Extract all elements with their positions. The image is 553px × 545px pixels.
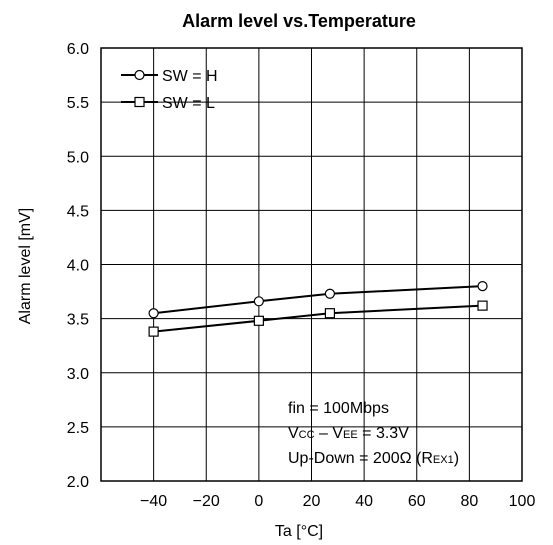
x-tick-label: 60 <box>408 493 426 510</box>
square-marker <box>148 326 159 337</box>
square-marker <box>324 308 336 319</box>
legend-label: SW = H <box>162 68 218 85</box>
series-layer <box>148 281 488 337</box>
y-tick-label: 2.5 <box>67 420 89 437</box>
annotation-vcc: VCC – VEE = 3.3V <box>288 425 409 442</box>
y-tick-label: 2.0 <box>67 474 89 491</box>
y-tick-label: 4.5 <box>67 203 89 220</box>
annotations: fin = 100Mbps VCC – VEE = 3.3V Up-Down = 2… <box>288 400 459 467</box>
legend-marker <box>134 96 145 108</box>
circle-marker <box>148 308 159 319</box>
x-tick-label: 0 <box>254 493 263 510</box>
y-tick-label: 5.5 <box>67 95 89 112</box>
grid-lines <box>101 48 522 481</box>
y-tick-label: 5.0 <box>67 149 89 166</box>
x-tick-label: 40 <box>355 493 373 510</box>
legend-marker <box>134 69 145 81</box>
x-tick-label: 100 <box>509 493 536 510</box>
plot-frame <box>100 47 523 482</box>
y-tick-labels: 6.0 5.5 5.0 4.5 4.0 3.5 3.0 2.5 2.0 <box>67 41 89 491</box>
y-tick-label: 4.0 <box>67 258 89 275</box>
circle-marker <box>324 288 336 299</box>
series-line-1 <box>153 285 483 315</box>
x-tick-labels: −40 −20 0 20 40 60 80 100 <box>140 493 535 510</box>
x-tick-label: 20 <box>303 493 321 510</box>
legend-label: SW = L <box>162 95 215 112</box>
series-line-2 <box>153 304 483 333</box>
square-marker <box>477 300 488 311</box>
circle-marker <box>253 296 264 307</box>
annotation-fin: fin = 100Mbps <box>288 400 389 417</box>
annotation-updown: Up-Down = 200Ω (REX1) <box>288 450 459 467</box>
circle-marker <box>477 281 488 292</box>
square-marker <box>253 315 264 326</box>
y-tick-label: 6.0 <box>67 41 89 58</box>
x-axis-label: Ta [°C] <box>275 523 323 540</box>
x-tick-label: −40 <box>140 493 167 510</box>
legend: SW = H SW = L <box>121 68 218 112</box>
y-tick-label: 3.0 <box>67 366 89 383</box>
x-tick-label: −20 <box>193 493 220 510</box>
chart-title: Alarm level vs.Temperature <box>182 11 416 31</box>
y-tick-label: 3.5 <box>67 312 89 329</box>
y-axis-label: Alarm level [mV] <box>17 208 34 324</box>
x-tick-label: 80 <box>460 493 478 510</box>
